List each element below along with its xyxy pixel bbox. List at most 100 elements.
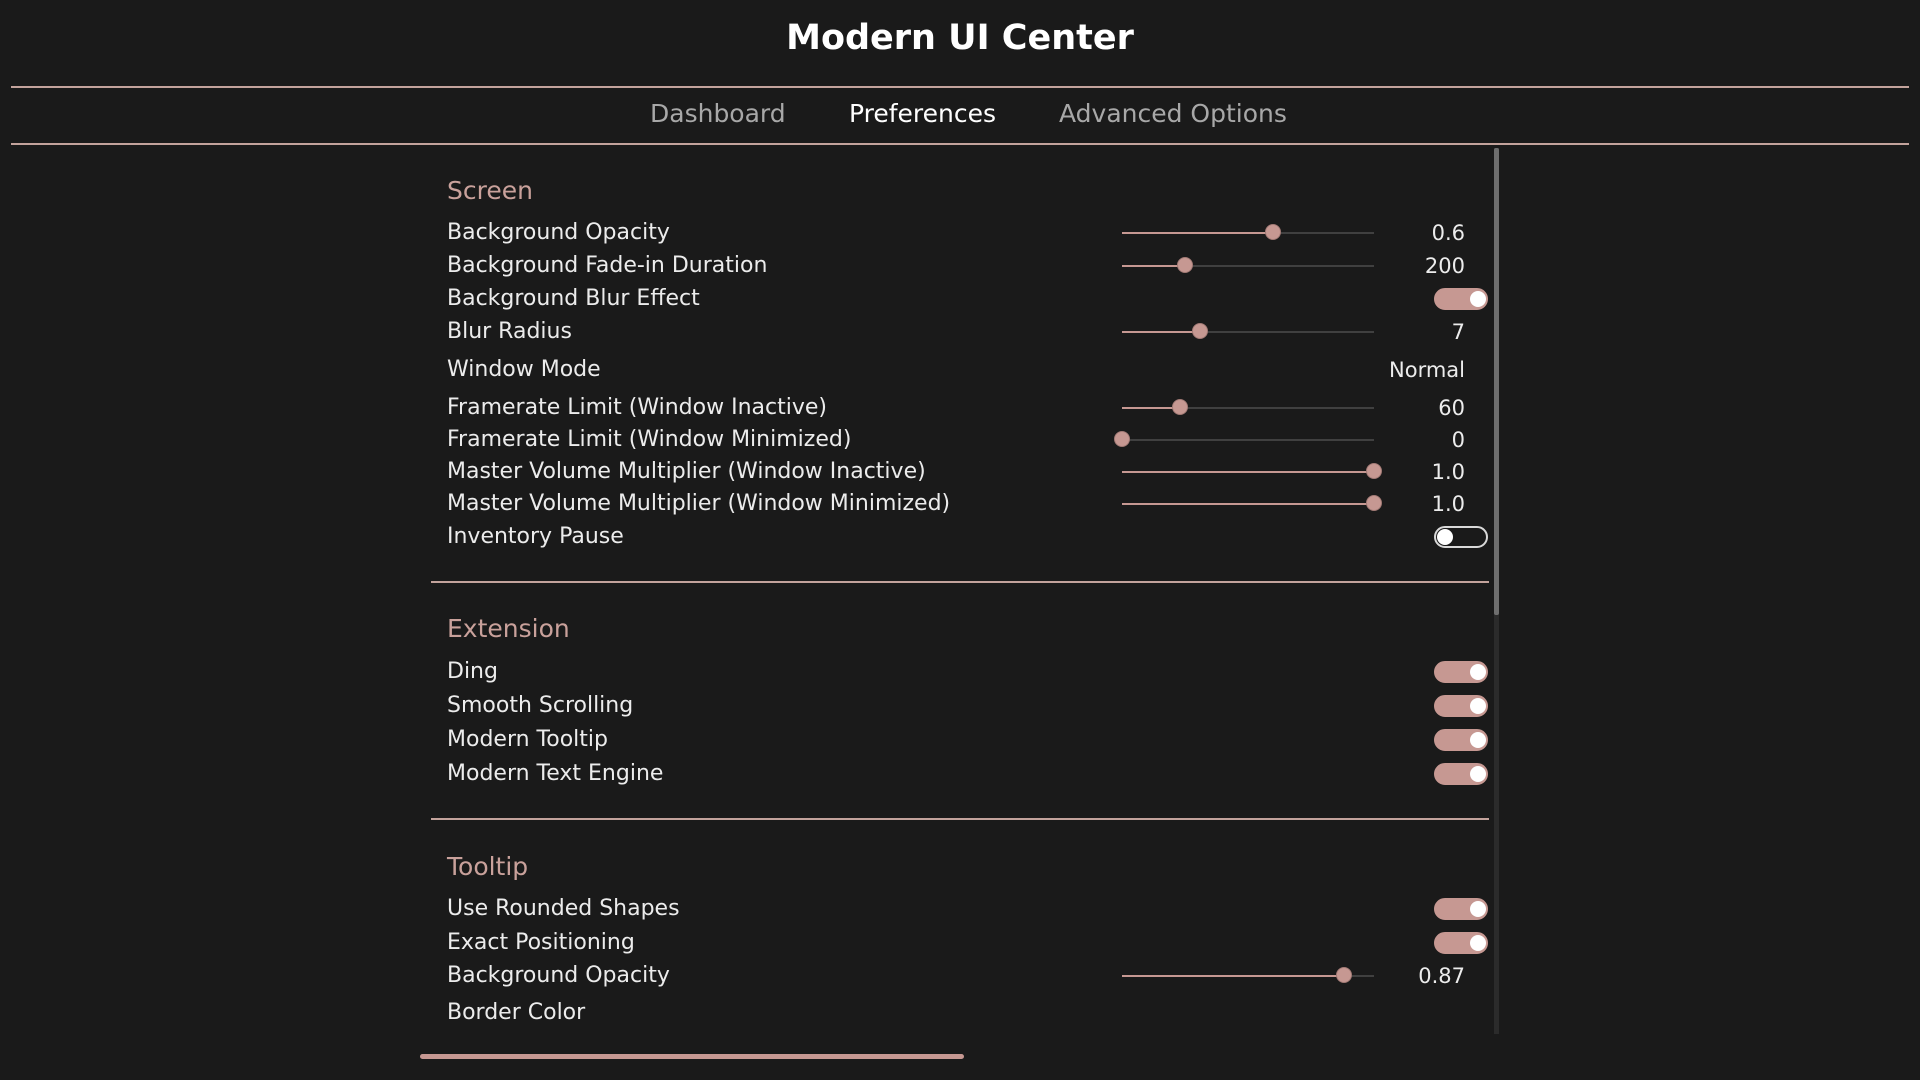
section-title-tooltip: Tooltip bbox=[447, 852, 529, 881]
vertical-scrollbar[interactable] bbox=[1494, 148, 1499, 1034]
toggle-knob bbox=[1470, 935, 1486, 951]
tab-preferences[interactable]: Preferences bbox=[849, 99, 997, 128]
row-modern-tooltip: Modern Tooltip bbox=[447, 725, 1488, 755]
vertical-scrollbar-thumb[interactable] bbox=[1494, 148, 1499, 615]
row-use-rounded-shapes: Use Rounded Shapes bbox=[447, 894, 1488, 924]
setting-label: Exact Positioning bbox=[447, 930, 635, 955]
slider-thumb[interactable] bbox=[1366, 463, 1382, 479]
tabs-divider bbox=[11, 143, 1909, 145]
setting-label: Modern Text Engine bbox=[447, 761, 664, 786]
setting-value: 0.6 bbox=[1431, 221, 1465, 245]
setting-label: Smooth Scrolling bbox=[447, 693, 634, 718]
row-background-fade-in-duration: Background Fade-in Duration 200 bbox=[447, 251, 1487, 281]
slider-track[interactable] bbox=[1122, 463, 1382, 479]
slider-thumb[interactable] bbox=[1265, 224, 1282, 240]
slider-thumb[interactable] bbox=[1114, 431, 1130, 447]
toggle-switch[interactable] bbox=[1434, 661, 1488, 683]
tab-dashboard[interactable]: Dashboard bbox=[650, 99, 786, 128]
slider-thumb[interactable] bbox=[1366, 495, 1382, 511]
slider-fill bbox=[1122, 975, 1344, 977]
slider-fill bbox=[1122, 471, 1374, 473]
slider-track[interactable] bbox=[1122, 399, 1374, 415]
section-divider bbox=[431, 818, 1489, 820]
setting-label: Background Opacity bbox=[447, 963, 670, 988]
setting-label: Ding bbox=[447, 659, 498, 684]
setting-value: 1.0 bbox=[1431, 460, 1465, 484]
slider-track[interactable] bbox=[1122, 967, 1374, 983]
horizontal-scrollbar[interactable] bbox=[420, 1054, 964, 1059]
row-master-volume-inactive: Master Volume Multiplier (Window Inactiv… bbox=[447, 457, 1487, 487]
section-divider bbox=[431, 581, 1489, 583]
setting-label: Use Rounded Shapes bbox=[447, 896, 680, 921]
setting-value: 0 bbox=[1451, 428, 1465, 452]
setting-label: Background Opacity bbox=[447, 220, 670, 245]
row-framerate-limit-inactive: Framerate Limit (Window Inactive) 60 bbox=[447, 393, 1487, 423]
slider-thumb[interactable] bbox=[1192, 323, 1209, 339]
row-tooltip-background-opacity: Background Opacity 0.87 bbox=[447, 961, 1487, 991]
toggle-knob bbox=[1470, 664, 1486, 680]
row-ding: Ding bbox=[447, 657, 1488, 687]
row-smooth-scrolling: Smooth Scrolling bbox=[447, 691, 1488, 721]
toggle-switch[interactable] bbox=[1434, 729, 1488, 751]
setting-value: 1.0 bbox=[1431, 492, 1465, 516]
row-framerate-limit-minimized: Framerate Limit (Window Minimized) 0 bbox=[447, 425, 1487, 455]
row-inventory-pause: Inventory Pause bbox=[447, 522, 1488, 552]
setting-label: Modern Tooltip bbox=[447, 727, 608, 752]
row-master-volume-minimized: Master Volume Multiplier (Window Minimiz… bbox=[447, 489, 1487, 519]
toggle-switch[interactable] bbox=[1434, 288, 1488, 310]
tab-bar: Dashboard Preferences Advanced Options bbox=[0, 99, 1920, 135]
row-window-mode: Window Mode Normal bbox=[447, 355, 1487, 385]
setting-value: 60 bbox=[1438, 396, 1465, 420]
app-title: Modern UI Center bbox=[786, 18, 1134, 58]
toggle-knob bbox=[1470, 732, 1486, 748]
setting-value[interactable]: Normal bbox=[1389, 358, 1465, 382]
toggle-switch[interactable] bbox=[1434, 898, 1488, 920]
setting-label: Background Blur Effect bbox=[447, 286, 700, 311]
row-exact-positioning: Exact Positioning bbox=[447, 928, 1488, 958]
row-background-opacity: Background Opacity 0.6 bbox=[447, 218, 1487, 248]
setting-value: 200 bbox=[1424, 254, 1465, 278]
slider-fill bbox=[1122, 503, 1374, 505]
toggle-switch[interactable] bbox=[1434, 695, 1488, 717]
setting-label: Border Color bbox=[447, 1000, 586, 1025]
setting-value: 0.87 bbox=[1418, 964, 1465, 988]
setting-label: Background Fade-in Duration bbox=[447, 253, 768, 278]
slider-fill bbox=[1122, 232, 1274, 234]
toggle-switch[interactable] bbox=[1434, 526, 1488, 548]
slider-track[interactable] bbox=[1122, 257, 1374, 273]
setting-label: Window Mode bbox=[447, 357, 601, 382]
slider-track[interactable] bbox=[1122, 224, 1374, 240]
tab-advanced-options[interactable]: Advanced Options bbox=[1059, 99, 1287, 128]
toggle-knob bbox=[1470, 901, 1486, 917]
toggle-switch[interactable] bbox=[1434, 932, 1488, 954]
slider-fill bbox=[1122, 407, 1180, 409]
slider-thumb[interactable] bbox=[1177, 257, 1193, 273]
toggle-knob bbox=[1470, 291, 1486, 307]
toggle-knob bbox=[1470, 698, 1486, 714]
row-border-color: Border Color bbox=[447, 998, 1487, 1028]
setting-label: Master Volume Multiplier (Window Minimiz… bbox=[447, 491, 951, 516]
slider-track[interactable] bbox=[1122, 323, 1374, 339]
header-divider bbox=[11, 86, 1909, 88]
slider-fill bbox=[1122, 265, 1185, 267]
slider-track[interactable] bbox=[1114, 431, 1374, 447]
slider-thumb[interactable] bbox=[1335, 967, 1352, 983]
setting-label: Framerate Limit (Window Minimized) bbox=[447, 427, 852, 452]
section-title-extension: Extension bbox=[447, 614, 570, 643]
row-blur-radius: Blur Radius 7 bbox=[447, 317, 1487, 347]
setting-label: Master Volume Multiplier (Window Inactiv… bbox=[447, 459, 926, 484]
setting-label: Inventory Pause bbox=[447, 524, 624, 549]
preferences-panel: Screen Background Opacity 0.6 Background … bbox=[431, 148, 1490, 1034]
slider-fill bbox=[1122, 331, 1201, 333]
section-title-screen: Screen bbox=[447, 176, 533, 205]
slider-track[interactable] bbox=[1122, 495, 1382, 511]
toggle-switch[interactable] bbox=[1434, 763, 1488, 785]
toggle-knob bbox=[1470, 766, 1486, 782]
setting-label: Framerate Limit (Window Inactive) bbox=[447, 395, 827, 420]
setting-label: Blur Radius bbox=[447, 319, 572, 344]
toggle-knob bbox=[1437, 529, 1453, 545]
slider-thumb[interactable] bbox=[1171, 399, 1188, 415]
row-background-blur-effect: Background Blur Effect bbox=[447, 284, 1488, 314]
setting-value: 7 bbox=[1451, 320, 1465, 344]
row-modern-text-engine: Modern Text Engine bbox=[447, 759, 1488, 789]
